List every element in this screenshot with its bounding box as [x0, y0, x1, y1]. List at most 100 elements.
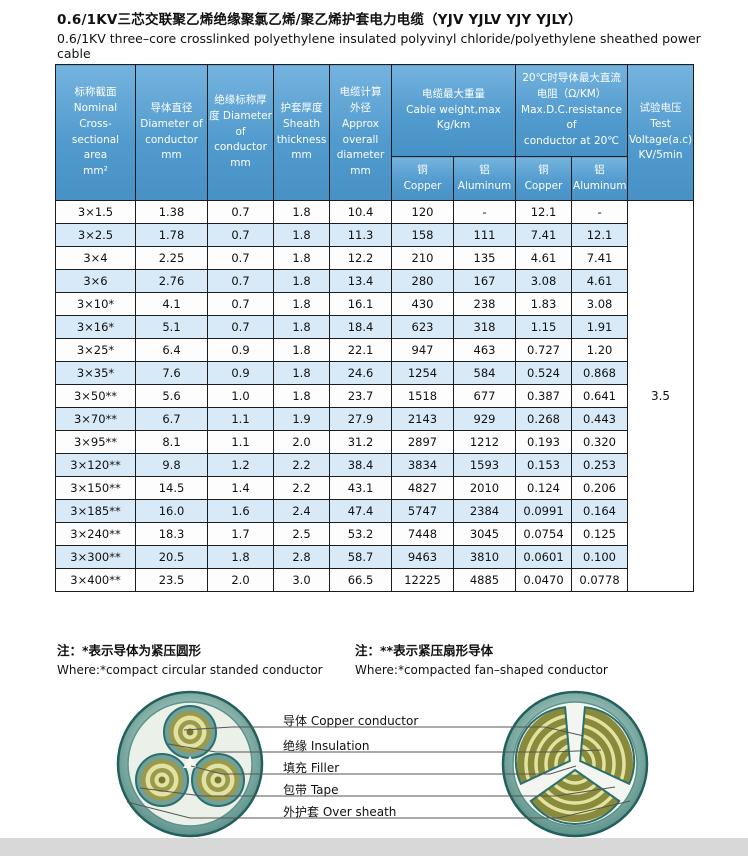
table-cell: 7.41	[515, 223, 573, 247]
table-cell: 0.868	[571, 361, 629, 385]
page-title-en: 0.6/1KV three–core crosslinked polyethyl…	[57, 31, 701, 61]
table-cell: 22.1	[329, 338, 392, 362]
page-title-zh: 0.6/1KV三芯交联聚乙烯绝缘聚氯乙烯/聚乙烯护套电力电缆（YJV YJLV …	[57, 12, 582, 28]
table-cell: 463	[452, 338, 517, 362]
table-cell: 1.8	[273, 384, 330, 408]
diagram-label-conductor: 导体 Copper conductor	[283, 714, 419, 728]
table-cell: 3045	[452, 522, 517, 546]
table-cell: 135	[452, 246, 517, 270]
header-weight-copper: 铜 Copper	[391, 156, 454, 201]
table-row: 3×50** 5.6 1.0 1.8 23.7 1518 677 0.387 0.641	[55, 384, 694, 408]
table-cell: 3×240**	[55, 522, 136, 546]
table-cell: 0.387	[515, 384, 573, 408]
table-cell: 0.0754	[515, 522, 573, 546]
table-cell: 120	[391, 200, 454, 224]
diagram-label-tape: 包带 Tape	[283, 783, 339, 797]
table-cell: 2.2	[273, 453, 330, 477]
diagram-label-oversheath: 外护套 Over sheath	[283, 805, 397, 819]
table-cell: 238	[452, 292, 517, 316]
table-cell: 24.6	[329, 361, 392, 385]
table-cell: 111	[452, 223, 517, 247]
table-cell: 3810	[452, 545, 517, 569]
table-cell: 16.0	[135, 499, 208, 523]
table-cell: 31.2	[329, 430, 392, 454]
table-cell: 3.0	[273, 568, 330, 592]
table-cell: 23.5	[135, 568, 208, 592]
header-resistance-aluminum: 铝 Aluminum	[571, 156, 629, 201]
table-cell: 6.4	[135, 338, 208, 362]
table-cell: 3×1.5	[55, 200, 136, 224]
note-circular-zh: 注：*表示导体为紧压圆形	[57, 643, 202, 658]
table-row: 3×4 2.25 0.7 1.8 12.2 210 135 4.61 7.41	[55, 246, 694, 270]
diagram-label-filler: 填充 Filler	[283, 761, 340, 775]
table-cell: 1.2	[207, 453, 274, 477]
table-cell: 4.61	[571, 269, 629, 293]
table-row: 3×16* 5.1 0.7 1.8 18.4 623 318 1.15 1.91	[55, 315, 694, 339]
note-fan-en: Where:*compacted fan–shaped conductor	[355, 663, 608, 677]
table-cell: 0.100	[571, 545, 629, 569]
table-cell: 5.6	[135, 384, 208, 408]
table-cell: 0.0601	[515, 545, 573, 569]
table-cell: 27.9	[329, 407, 392, 431]
table-cell: 677	[452, 384, 517, 408]
table-cell: 1.8	[273, 292, 330, 316]
table-cell: 1.8	[273, 361, 330, 385]
table-cell: 2.0	[207, 568, 274, 592]
table-cell: -	[571, 200, 629, 224]
table-cell: 1.1	[207, 430, 274, 454]
table-cell: 1212	[452, 430, 517, 454]
table-cell: 23.7	[329, 384, 392, 408]
table-cell: 1.78	[135, 223, 208, 247]
footer-strip	[0, 838, 748, 856]
table-cell: 0.164	[571, 499, 629, 523]
table-row: 3×150** 14.5 1.4 2.2 43.1 4827 2010 0.124 0.206	[55, 476, 694, 500]
table-cell: 1.6	[207, 499, 274, 523]
table-cell: 158	[391, 223, 454, 247]
table-cell: 3834	[391, 453, 454, 477]
table-cell: 0.0470	[515, 568, 573, 592]
header-weight-group: 电缆最大重量 Cable weight,max Kg/km	[390, 64, 517, 157]
table-cell: 1.38	[135, 200, 208, 224]
table-cell: 4.1	[135, 292, 208, 316]
table-cell: 1.8	[273, 246, 330, 270]
table-cell: 623	[391, 315, 454, 339]
table-cell: 1.8	[273, 315, 330, 339]
table-cell: 1.8	[273, 223, 330, 247]
header-nominal-area: 标称截面 Nominal Cross-sectional area mm²	[55, 64, 136, 201]
table-cell: 53.2	[329, 522, 392, 546]
table-cell: 3×300**	[55, 545, 136, 569]
table-row: 3×6 2.76 0.7 1.8 13.4 280 167 3.08 4.61	[55, 269, 694, 293]
table-cell: 0.7	[207, 315, 274, 339]
table-cell: 0.153	[515, 453, 573, 477]
table-cell: 0.7	[207, 246, 274, 270]
table-cell: 1.83	[515, 292, 573, 316]
table-cell: 43.1	[329, 476, 392, 500]
table-cell: 3×150**	[55, 476, 136, 500]
table-cell: 0.9	[207, 338, 274, 362]
table-cell: 1.91	[571, 315, 629, 339]
table-cell: 8.1	[135, 430, 208, 454]
table-cell: 2010	[452, 476, 517, 500]
table-cell: 3×70**	[55, 407, 136, 431]
table-cell: 1.8	[273, 269, 330, 293]
table-cell: 0.641	[571, 384, 629, 408]
table-cell: 0.7	[207, 200, 274, 224]
table-cell: 0.253	[571, 453, 629, 477]
table-cell: 947	[391, 338, 454, 362]
table-row: 3×185** 16.0 1.6 2.4 47.4 5747 2384 0.0991 0.164	[55, 499, 694, 523]
table-cell: 2384	[452, 499, 517, 523]
table-cell: 4827	[391, 476, 454, 500]
table-cell: 3×50**	[55, 384, 136, 408]
table-cell: 14.5	[135, 476, 208, 500]
table-cell: 3×4	[55, 246, 136, 270]
table-cell: 0.124	[515, 476, 573, 500]
table-cell: 16.1	[329, 292, 392, 316]
table-cell: 1.8	[207, 545, 274, 569]
table-cell: 5.1	[135, 315, 208, 339]
table-cell: 47.4	[329, 499, 392, 523]
table-cell: 66.5	[329, 568, 392, 592]
table-cell: 0.125	[571, 522, 629, 546]
table-cell: 0.9	[207, 361, 274, 385]
table-cell: 1593	[452, 453, 517, 477]
table-cell: 0.7	[207, 292, 274, 316]
